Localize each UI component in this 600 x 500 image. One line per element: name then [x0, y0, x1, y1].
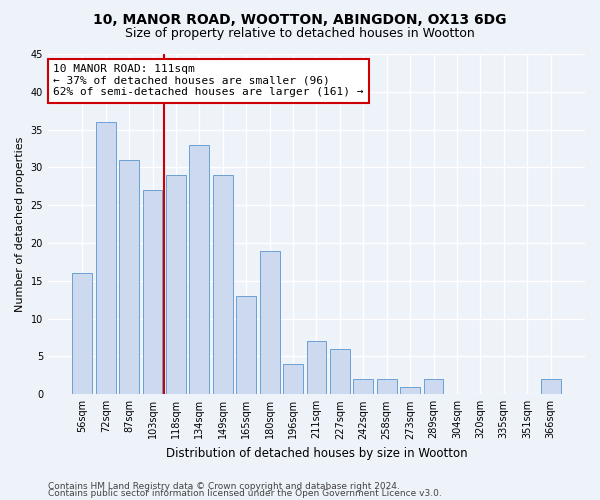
Text: Contains public sector information licensed under the Open Government Licence v3: Contains public sector information licen… [48, 489, 442, 498]
Bar [236, 296, 256, 394]
Bar [424, 379, 443, 394]
Text: 10 MANOR ROAD: 111sqm
← 37% of detached houses are smaller (96)
62% of semi-deta: 10 MANOR ROAD: 111sqm ← 37% of detached … [53, 64, 364, 98]
Bar [330, 349, 350, 395]
Text: Contains HM Land Registry data © Crown copyright and database right 2024.: Contains HM Land Registry data © Crown c… [48, 482, 400, 491]
Bar [166, 175, 186, 394]
Bar [213, 175, 233, 394]
Bar [283, 364, 303, 394]
Bar [307, 342, 326, 394]
Bar [400, 386, 420, 394]
Bar [260, 250, 280, 394]
Bar [353, 379, 373, 394]
X-axis label: Distribution of detached houses by size in Wootton: Distribution of detached houses by size … [166, 447, 467, 460]
Bar [143, 190, 163, 394]
Y-axis label: Number of detached properties: Number of detached properties [15, 136, 25, 312]
Bar [541, 379, 560, 394]
Text: Size of property relative to detached houses in Wootton: Size of property relative to detached ho… [125, 28, 475, 40]
Bar [119, 160, 139, 394]
Bar [73, 274, 92, 394]
Bar [377, 379, 397, 394]
Bar [190, 144, 209, 394]
Bar [96, 122, 116, 394]
Text: 10, MANOR ROAD, WOOTTON, ABINGDON, OX13 6DG: 10, MANOR ROAD, WOOTTON, ABINGDON, OX13 … [93, 12, 507, 26]
